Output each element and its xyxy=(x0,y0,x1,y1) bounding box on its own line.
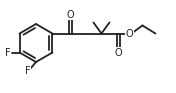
Text: O: O xyxy=(67,9,74,20)
Text: O: O xyxy=(115,48,122,57)
Text: F: F xyxy=(25,66,31,76)
Text: F: F xyxy=(5,48,10,57)
Text: O: O xyxy=(126,28,133,39)
